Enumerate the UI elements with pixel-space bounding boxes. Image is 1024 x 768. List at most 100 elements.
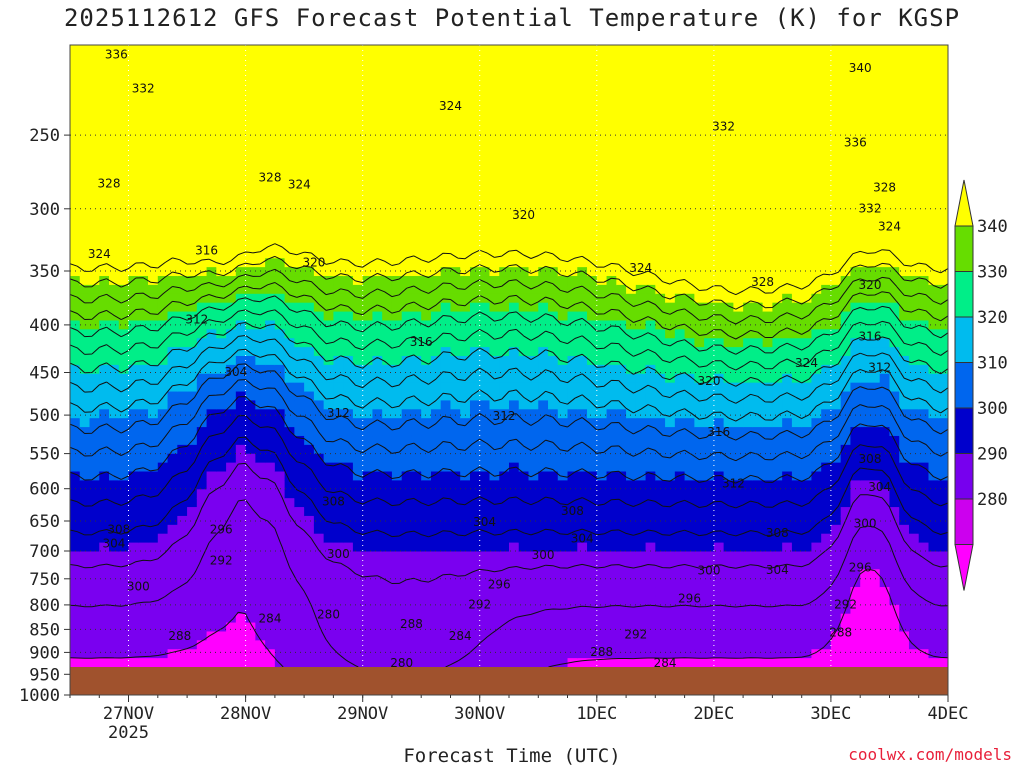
colorbar-segment xyxy=(954,498,974,545)
y-tick-label: 600 xyxy=(29,480,60,500)
x-tick-label: 1DEC xyxy=(576,704,617,724)
y-tick-label: 450 xyxy=(29,364,60,384)
contour-label: 304 xyxy=(473,515,496,529)
y-tick-label: 700 xyxy=(29,542,60,562)
contour-label: 324 xyxy=(878,220,901,234)
contour-label: 304 xyxy=(766,563,789,577)
contour-label: 300 xyxy=(698,564,721,578)
contour-label: 288 xyxy=(400,617,423,631)
contour-label: 296 xyxy=(849,560,872,574)
contour-label: 308 xyxy=(561,504,584,518)
contour-label: 308 xyxy=(107,523,130,537)
contour-line-308 xyxy=(70,363,948,441)
x-tick-label: 30NOV xyxy=(454,704,505,724)
colorbar-segment xyxy=(954,407,974,454)
colorbar-segment xyxy=(954,362,974,409)
y-tick-label: 550 xyxy=(29,445,60,465)
colorbar-segment xyxy=(954,316,974,363)
x-tick-label: 2DEC xyxy=(693,704,734,724)
contour-label: 324 xyxy=(288,178,311,192)
colorbar-segment xyxy=(954,225,974,272)
contour-label: 284 xyxy=(654,656,677,670)
contour-label: 324 xyxy=(88,247,111,261)
contour-line-336 xyxy=(70,268,948,325)
contour-fills xyxy=(70,45,948,667)
contour-line-280 xyxy=(70,568,948,667)
y-tick-label: 900 xyxy=(29,643,60,663)
contour-label: 280 xyxy=(390,656,413,670)
y-tick-label: 500 xyxy=(29,406,60,426)
contour-label: 316 xyxy=(707,425,730,439)
contour-line-320 xyxy=(70,322,948,387)
contour-label: 280 xyxy=(317,607,340,621)
chart-title: 2025112612 GFS Forecast Potential Temper… xyxy=(63,4,961,32)
contour-label: 308 xyxy=(766,526,789,540)
contour-label: 300 xyxy=(854,517,877,531)
contour-label: 292 xyxy=(624,628,647,642)
x-tick-label: 3DEC xyxy=(810,704,851,724)
contour-line-312 xyxy=(70,348,948,422)
contour-line-304 xyxy=(70,379,948,462)
contour-label: 320 xyxy=(698,374,721,388)
contour-label: 320 xyxy=(859,278,882,292)
contour-label: 340 xyxy=(849,61,872,75)
contour-line-340 xyxy=(70,255,948,310)
contour-label: 332 xyxy=(859,201,882,215)
contour-label: 288 xyxy=(590,645,613,659)
colorbar-top-arrow xyxy=(954,179,974,227)
y-tick-label: 400 xyxy=(29,316,60,336)
contour-label: 288 xyxy=(168,629,191,643)
contour-line-288 xyxy=(70,462,948,584)
contour-label: 296 xyxy=(488,578,511,592)
contour-label: 312 xyxy=(327,406,350,420)
y-tick-label: 850 xyxy=(29,620,60,640)
ground-surface xyxy=(70,667,948,695)
credit-link[interactable]: coolwx.com/models xyxy=(848,745,1012,764)
x-tick-label: 4DEC xyxy=(928,704,969,724)
x-axis-label: Forecast Time (UTC) xyxy=(403,745,621,767)
contour-label: 328 xyxy=(98,176,121,190)
colorbar-label: 330 xyxy=(977,263,1008,283)
contour-label: 292 xyxy=(834,597,857,611)
colorbar-segment xyxy=(954,453,974,500)
contour-line-296 xyxy=(70,415,948,509)
x-tick-label: 27NOV xyxy=(103,704,154,724)
contour-label: 316 xyxy=(195,243,218,257)
contour-label: 320 xyxy=(302,255,325,269)
colorbar-label: 310 xyxy=(977,354,1008,374)
contour-label: 308 xyxy=(322,494,345,508)
contour-label: 328 xyxy=(873,181,896,195)
contour-label: 320 xyxy=(512,208,535,222)
contour-line-332 xyxy=(70,282,948,340)
contour-label: 332 xyxy=(712,120,735,134)
contour-label: 324 xyxy=(439,99,462,113)
contour-label: 312 xyxy=(185,312,208,326)
y-tick-label: 350 xyxy=(29,262,60,282)
colorbar-label: 290 xyxy=(977,445,1008,465)
contour-label: 296 xyxy=(678,591,701,605)
contour-line-328 xyxy=(70,295,948,355)
contour-line-284 xyxy=(70,499,948,667)
contour-line-300 xyxy=(70,396,948,484)
contour-label: 296 xyxy=(210,523,233,537)
contour-label: 292 xyxy=(468,597,491,611)
contour-label: 324 xyxy=(629,261,652,275)
contour-label: 284 xyxy=(449,629,472,643)
y-tick-label: 1000 xyxy=(19,686,60,706)
colorbar-segment xyxy=(954,271,974,318)
contour-line-292 xyxy=(70,436,948,538)
colorbar-label: 320 xyxy=(977,308,1008,328)
contour-label: 292 xyxy=(210,554,233,568)
contour-label: 300 xyxy=(532,548,555,562)
x-tick-label: 29NOV xyxy=(337,704,388,724)
y-axis: 250 300 350 400 450 500 550 600 650 700 750 800 850 9… xyxy=(19,126,70,706)
x-tick-sublabel: 2025 xyxy=(108,723,149,743)
colorbar-bottom-arrow xyxy=(954,544,974,591)
contour-label: 304 xyxy=(571,532,594,546)
contour-label: 304 xyxy=(102,537,125,551)
contour-label: 312 xyxy=(722,477,745,491)
contour-label: 336 xyxy=(105,48,128,62)
contour-label: 312 xyxy=(868,361,891,375)
